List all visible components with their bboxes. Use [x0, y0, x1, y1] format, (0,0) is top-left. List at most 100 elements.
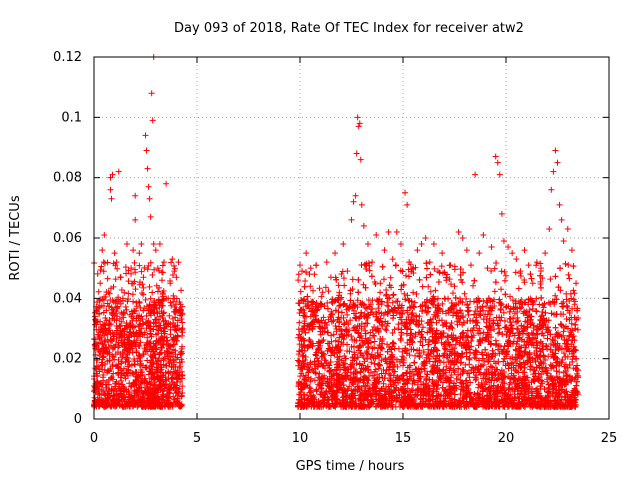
data-point: [421, 365, 428, 372]
data-point: [110, 336, 117, 343]
data-point: [498, 286, 505, 293]
data-point: [546, 385, 553, 392]
data-point: [339, 372, 346, 379]
data-point: [328, 314, 335, 321]
data-point: [165, 368, 172, 375]
data-point: [545, 299, 552, 306]
data-point: [516, 335, 523, 342]
data-point: [424, 329, 431, 336]
data-point: [170, 353, 177, 360]
data-point: [143, 312, 150, 319]
data-point: [104, 358, 111, 365]
data-point: [114, 265, 121, 272]
data-point: [472, 347, 479, 354]
data-point: [108, 342, 115, 349]
data-point: [138, 402, 145, 409]
data-point: [539, 330, 546, 337]
data-point: [480, 329, 487, 336]
data-point: [556, 368, 563, 375]
data-point: [147, 303, 154, 310]
data-point: [119, 353, 126, 360]
data-point: [133, 392, 140, 399]
data-point: [364, 380, 371, 387]
data-point: [97, 318, 104, 325]
data-point: [298, 306, 305, 313]
data-point: [125, 278, 132, 285]
data-point: [337, 366, 344, 373]
data-point: [122, 359, 129, 366]
data-point: [178, 356, 185, 363]
data-point: [150, 299, 157, 306]
data-point: [148, 357, 155, 364]
data-point: [370, 332, 377, 339]
data-point: [524, 374, 531, 381]
data-point: [312, 351, 319, 358]
data-point: [106, 327, 113, 334]
data-point: [341, 364, 348, 371]
data-point: [569, 358, 576, 365]
data-point: [478, 383, 485, 390]
data-point: [349, 276, 356, 283]
data-point: [529, 301, 536, 308]
data-point: [421, 386, 428, 393]
data-point: [402, 296, 409, 303]
data-point: [144, 266, 151, 273]
data-point: [378, 357, 385, 364]
data-point: [556, 380, 563, 387]
data-point: [438, 317, 445, 324]
data-point: [574, 372, 581, 379]
data-point: [124, 351, 131, 358]
data-point: [341, 282, 348, 289]
data-point: [509, 395, 516, 402]
data-point: [448, 395, 455, 402]
data-point: [537, 260, 544, 267]
data-point: [135, 399, 142, 406]
data-point: [479, 395, 486, 402]
data-point: [315, 374, 322, 381]
data-point: [170, 346, 177, 353]
data-point: [151, 310, 158, 317]
data-point: [471, 354, 478, 361]
data-point: [377, 344, 384, 351]
data-point: [114, 313, 121, 320]
data-point: [340, 393, 347, 400]
data-point: [371, 333, 378, 340]
data-point: [322, 284, 329, 291]
data-point: [558, 346, 565, 353]
data-point: [126, 311, 133, 318]
data-point: [167, 354, 174, 361]
data-point: [544, 335, 551, 342]
data-point: [134, 312, 141, 319]
data-point: [141, 395, 148, 402]
data-point: [318, 293, 325, 300]
data-point: [96, 403, 103, 410]
data-point: [300, 307, 307, 314]
data-point: [395, 325, 402, 332]
data-point: [470, 282, 477, 289]
data-point: [146, 403, 153, 410]
data-point: [110, 354, 117, 361]
data-point: [148, 362, 155, 369]
data-point: [542, 356, 549, 363]
data-point: [166, 380, 173, 387]
data-point: [103, 403, 110, 410]
data-point: [350, 370, 357, 377]
data-point: [401, 290, 408, 297]
data-point: [372, 366, 379, 373]
data-point: [457, 307, 464, 314]
data-point: [389, 299, 396, 306]
data-point: [348, 333, 355, 340]
data-point: [116, 298, 123, 305]
data-point: [131, 259, 138, 266]
data-point: [129, 370, 136, 377]
data-point: [390, 292, 397, 299]
data-point: [368, 359, 375, 366]
data-point: [176, 306, 183, 313]
data-point: [157, 344, 164, 351]
data-point: [338, 339, 345, 346]
data-point: [441, 372, 448, 379]
data-point: [141, 264, 148, 271]
data-point: [462, 361, 469, 368]
data-point: [106, 367, 113, 374]
data-point: [482, 336, 489, 343]
